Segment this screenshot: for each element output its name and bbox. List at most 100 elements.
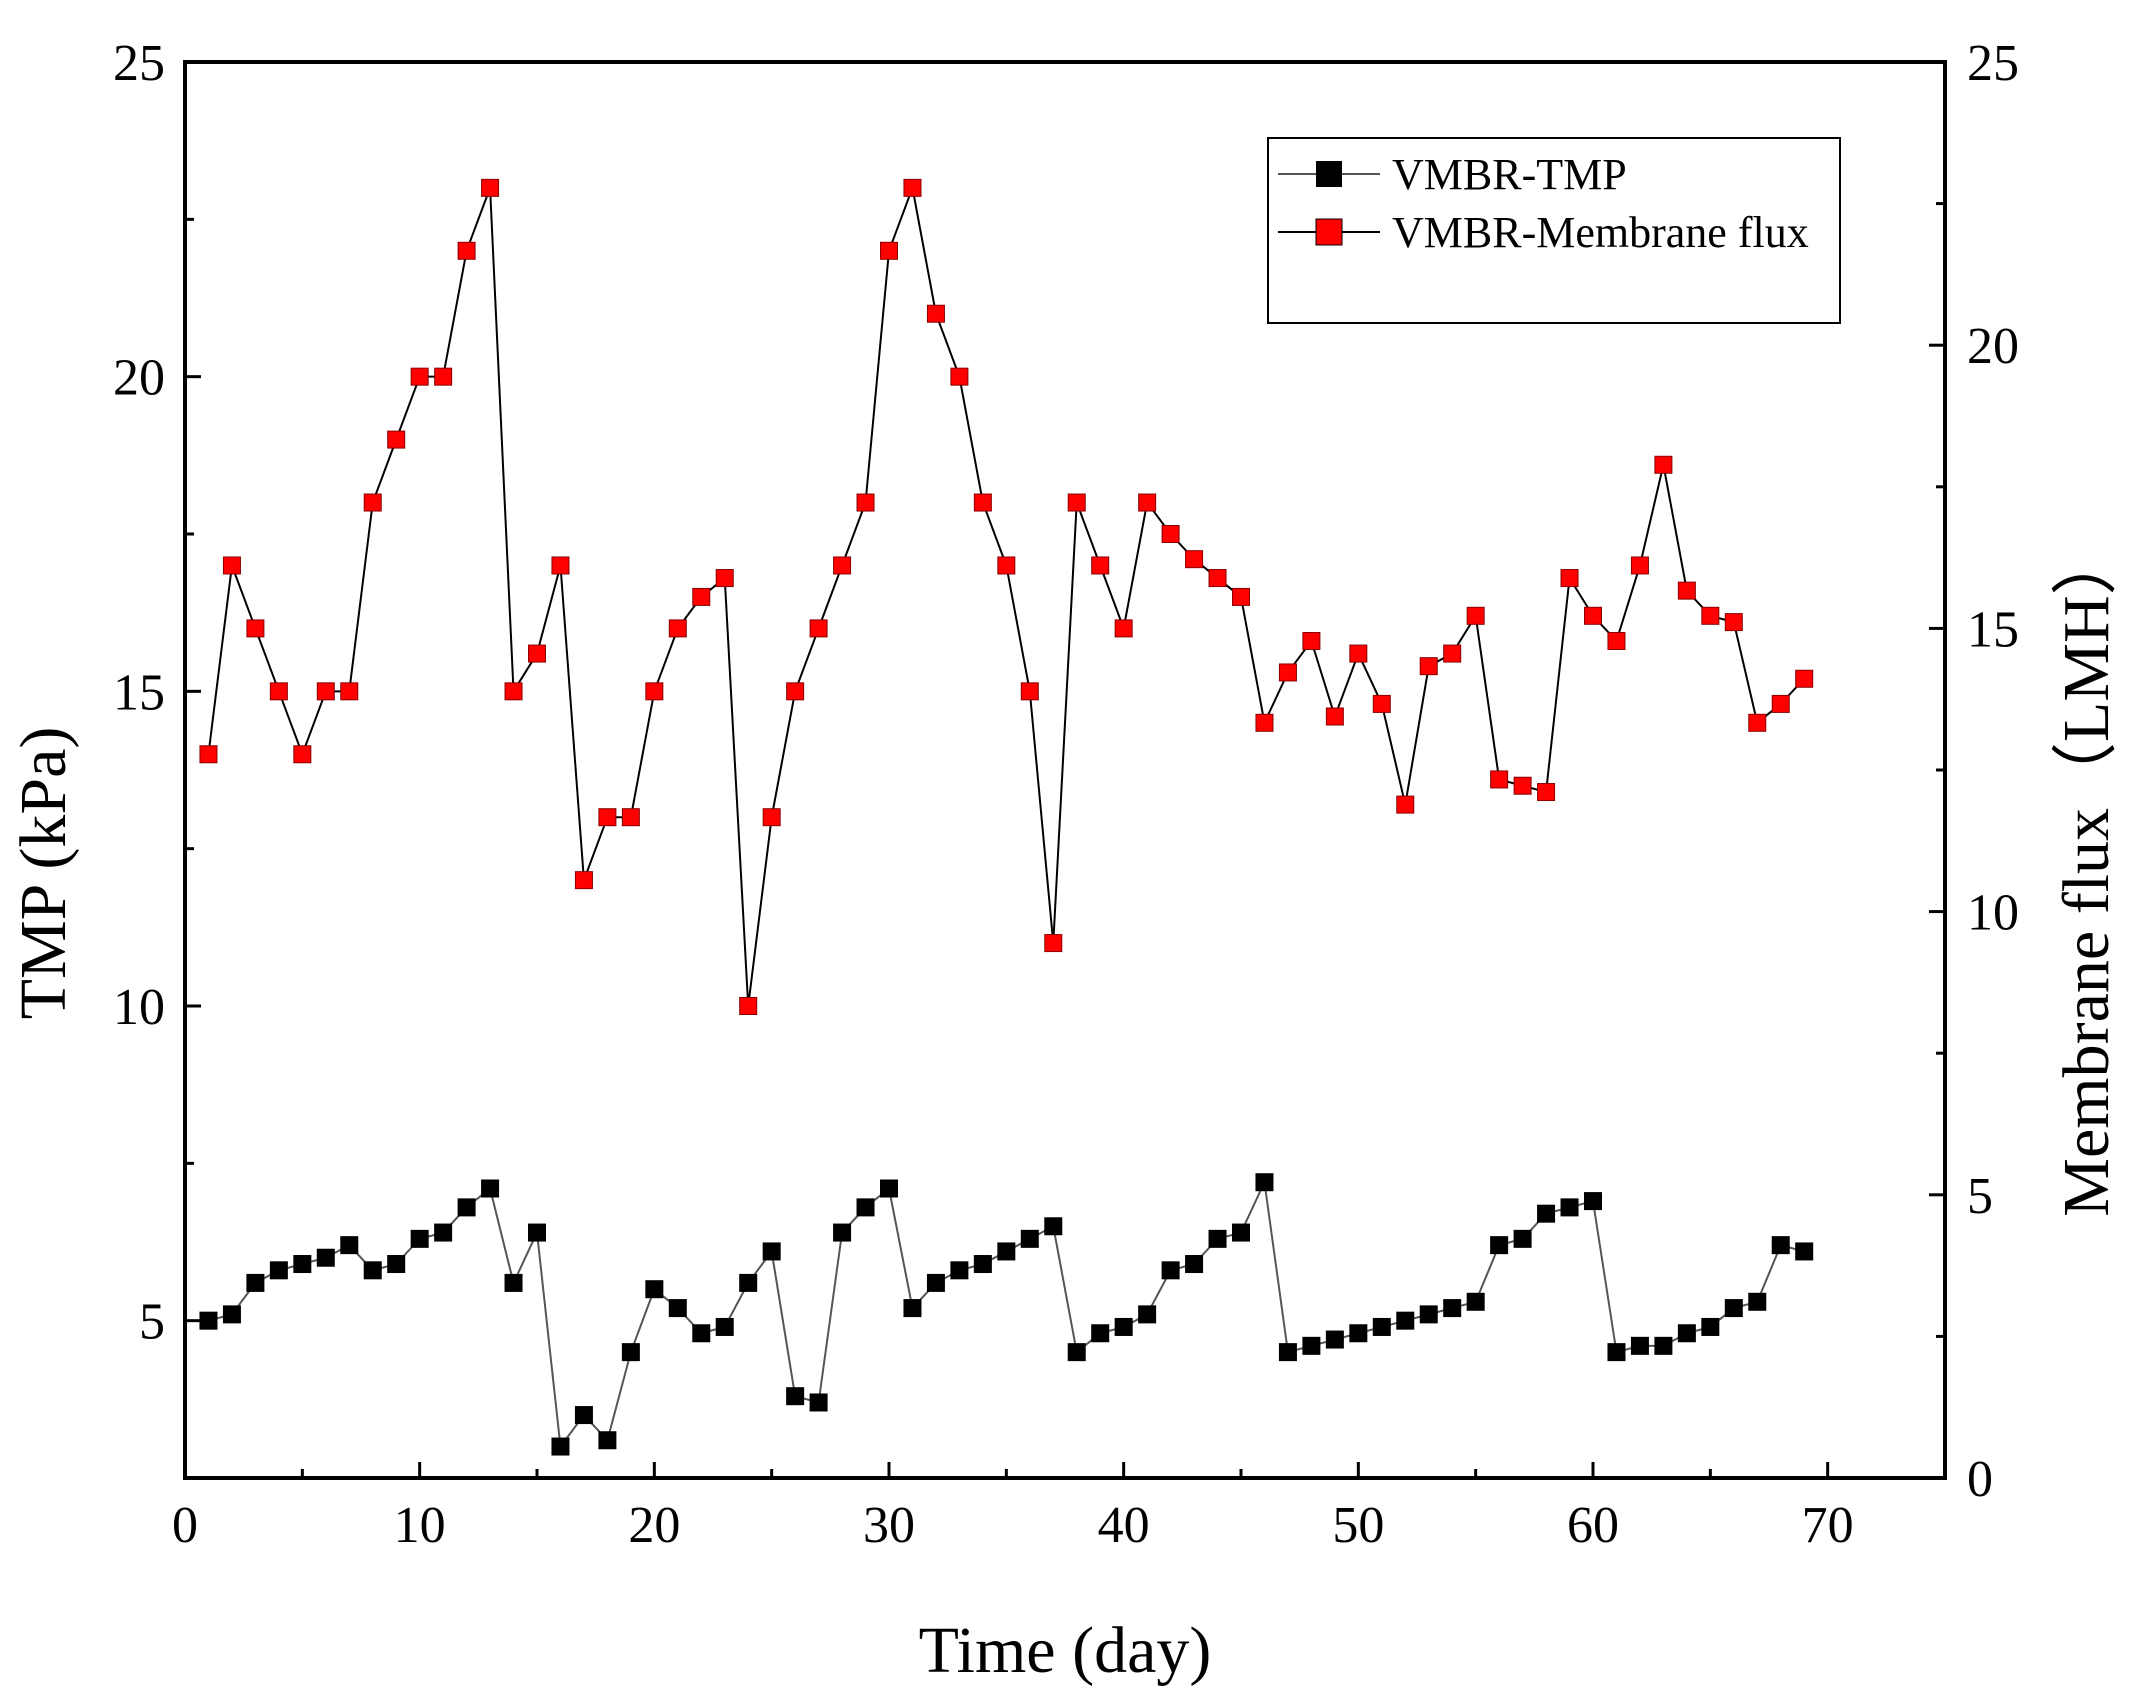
data-point-tmp	[222, 1305, 241, 1324]
data-point-flux	[1020, 682, 1039, 701]
data-point-flux	[481, 178, 500, 197]
legend-marker-tmp	[1316, 161, 1342, 187]
data-point-tmp	[1701, 1317, 1720, 1336]
x-tick-label: 0	[172, 1497, 198, 1554]
x-tick-label: 40	[1098, 1497, 1150, 1554]
data-point-tmp	[973, 1255, 992, 1274]
data-point-tmp	[926, 1273, 945, 1292]
data-point-flux	[1771, 694, 1790, 713]
legend-entry-flux: VMBR-Membrane flux	[1278, 208, 1809, 257]
y-right-tick-label: 20	[1967, 318, 2019, 375]
data-point-tmp	[410, 1229, 429, 1248]
data-point-flux	[973, 493, 992, 512]
data-point-flux	[222, 556, 241, 575]
data-point-tmp	[1349, 1324, 1368, 1343]
data-point-flux	[1091, 556, 1110, 575]
data-point-tmp	[1607, 1343, 1626, 1362]
data-point-flux	[1396, 795, 1415, 814]
tick-labels: 0 10 20 30 40 50 60 70 5 10 15 20 25 0 5 10 15 20 25	[113, 35, 2019, 1554]
legend: VMBR-TMP VMBR-Membrane flux	[1267, 137, 1841, 324]
data-point-tmp	[1325, 1330, 1344, 1349]
data-point-tmp	[528, 1223, 546, 1242]
data-point-tmp	[1372, 1317, 1391, 1336]
data-point-flux	[574, 871, 593, 890]
data-point-tmp	[668, 1299, 687, 1318]
plot-frame	[183, 60, 1947, 1480]
data-point-tmp	[1044, 1217, 1063, 1236]
data-point-flux	[1138, 493, 1157, 512]
data-point-tmp	[340, 1236, 359, 1255]
data-point-flux	[528, 644, 546, 663]
data-point-flux	[199, 745, 218, 764]
data-point-flux	[997, 556, 1016, 575]
data-point-flux	[1372, 694, 1391, 713]
data-point-tmp	[246, 1273, 265, 1292]
data-point-tmp	[1795, 1242, 1814, 1261]
data-point-flux	[668, 619, 687, 638]
data-point-tmp	[269, 1261, 288, 1280]
y-left-tick-label: 10	[113, 979, 165, 1036]
data-point-tmp	[1748, 1292, 1767, 1311]
data-point-tmp	[739, 1273, 758, 1292]
data-point-flux	[1419, 657, 1438, 676]
x-tick-label: 10	[394, 1497, 446, 1554]
data-point-tmp	[316, 1248, 335, 1267]
series-layer	[199, 178, 1814, 1456]
data-point-flux	[1208, 569, 1227, 588]
data-point-tmp	[715, 1317, 734, 1336]
data-point-flux	[1513, 776, 1532, 795]
data-point-tmp	[1419, 1305, 1438, 1324]
y-right-tick-label: 0	[1967, 1451, 1993, 1508]
data-point-flux	[1701, 606, 1720, 625]
y-right-tick-label: 25	[1967, 35, 2019, 92]
data-point-flux	[1067, 493, 1086, 512]
data-point-tmp	[1771, 1236, 1790, 1255]
data-point-flux	[692, 587, 711, 606]
data-point-tmp	[1630, 1336, 1649, 1355]
data-point-tmp	[1091, 1324, 1110, 1343]
data-point-flux	[387, 430, 406, 449]
data-point-flux	[551, 556, 570, 575]
data-point-tmp	[1114, 1317, 1133, 1336]
x-tick-label: 60	[1567, 1497, 1619, 1554]
data-point-tmp	[1138, 1305, 1157, 1324]
data-point-flux	[1349, 644, 1368, 663]
legend-box	[1267, 137, 1841, 324]
data-point-tmp	[880, 1179, 898, 1198]
data-point-tmp	[387, 1255, 406, 1274]
data-point-tmp	[551, 1437, 570, 1456]
data-point-flux	[1443, 644, 1462, 663]
legend-marker-flux	[1315, 218, 1343, 246]
data-point-tmp	[1537, 1204, 1556, 1223]
y-axis-right-title: Membrane flux（LMH）	[2050, 529, 2123, 1216]
data-point-flux	[1466, 606, 1485, 625]
data-point-tmp	[574, 1406, 593, 1425]
data-point-tmp	[1560, 1198, 1579, 1217]
data-point-flux	[1795, 669, 1814, 688]
data-point-tmp	[1232, 1223, 1250, 1242]
data-point-flux	[856, 493, 875, 512]
data-point-tmp	[1067, 1343, 1086, 1362]
data-point-tmp	[481, 1179, 500, 1198]
data-point-flux	[410, 367, 429, 386]
data-point-flux	[1161, 525, 1180, 543]
data-point-flux	[645, 682, 664, 701]
data-point-flux	[1255, 713, 1274, 732]
data-point-flux	[762, 808, 781, 827]
data-point-flux	[621, 808, 640, 827]
data-point-flux	[504, 682, 523, 701]
data-point-tmp	[457, 1198, 476, 1217]
data-point-flux	[1044, 934, 1063, 953]
data-point-flux	[293, 745, 312, 764]
data-point-tmp	[645, 1280, 664, 1299]
data-point-tmp	[598, 1431, 617, 1450]
data-point-tmp	[997, 1242, 1016, 1261]
data-point-flux	[457, 241, 476, 260]
data-point-flux	[786, 682, 805, 701]
y-right-tick-label: 15	[1967, 601, 2019, 658]
data-point-tmp	[1255, 1173, 1274, 1192]
data-point-flux	[1560, 569, 1579, 588]
data-point-flux	[363, 493, 382, 512]
data-point-tmp	[199, 1311, 218, 1330]
